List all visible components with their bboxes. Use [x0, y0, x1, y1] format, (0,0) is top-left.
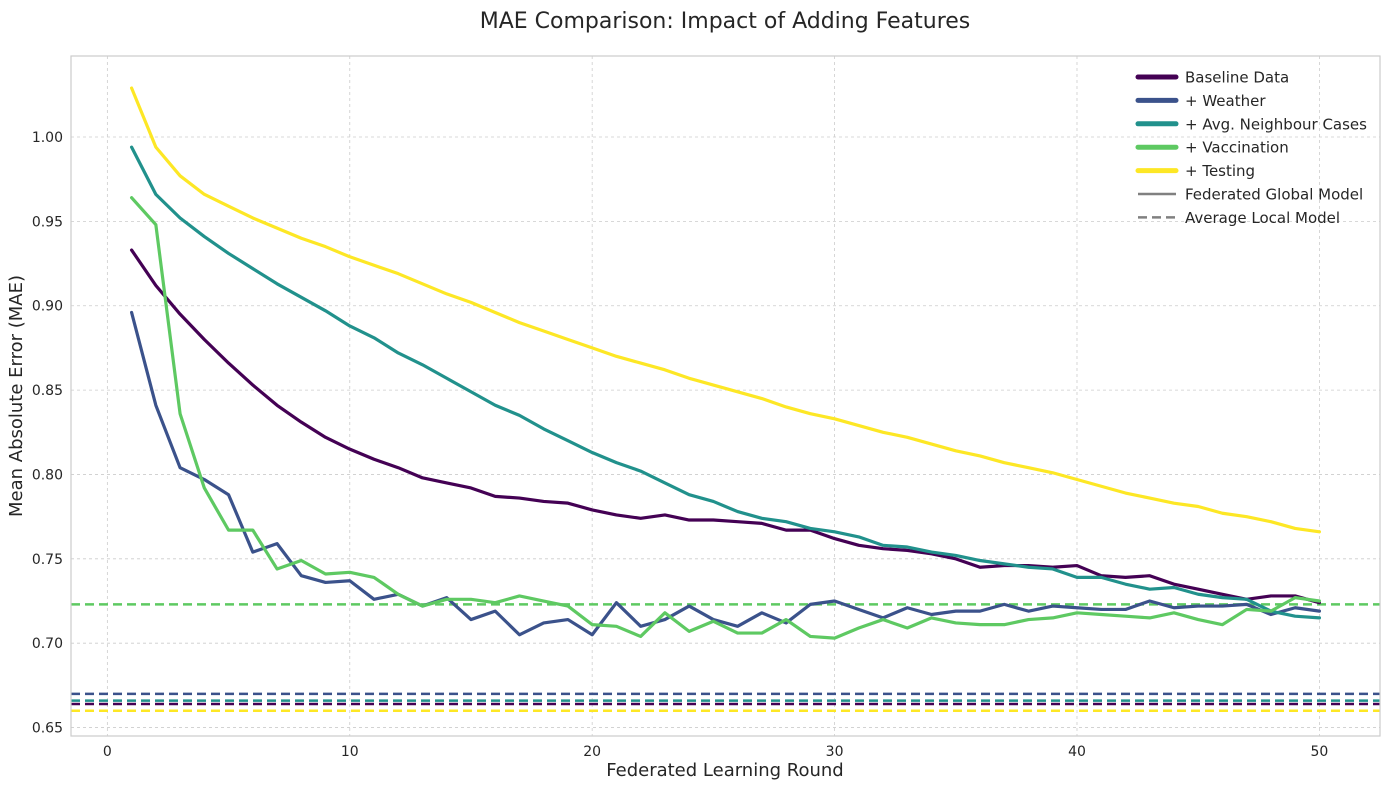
x-tick-label: 50: [1310, 744, 1328, 760]
legend-label-3: + Vaccination: [1185, 139, 1289, 157]
x-tick-label: 20: [583, 744, 601, 760]
x-tick-label: 10: [341, 744, 359, 760]
series-line-2: [130, 145, 1322, 620]
legend: Baseline Data + Weather + Avg. Neighbour C…: [1135, 69, 1367, 227]
chart-title: MAE Comparison: Impact of Adding Feature…: [480, 9, 971, 34]
y-tick-label: 0.95: [32, 214, 63, 230]
legend-style-label-1: Average Local Model: [1185, 209, 1340, 227]
series-line-1: [130, 310, 1322, 637]
y-axis-label: Mean Absolute Error (MAE): [6, 275, 27, 517]
series-layer: [130, 86, 1322, 640]
y-tick-label: 0.80: [32, 467, 63, 483]
y-tick-label: 0.70: [32, 636, 63, 652]
y-tick-label: 0.85: [32, 383, 63, 399]
x-axis-label: Federated Learning Round: [606, 760, 843, 781]
plot-frame: [70, 55, 1381, 737]
y-tick-label: 0.90: [32, 299, 63, 315]
legend-style-label-0: Federated Global Model: [1185, 186, 1363, 204]
grid-layer: [71, 56, 1380, 736]
legend-label-1: + Weather: [1185, 92, 1266, 110]
legend-label-0: Baseline Data: [1185, 69, 1289, 87]
y-tick-label: 0.65: [32, 721, 63, 737]
series-line-3: [130, 196, 1322, 640]
x-tick-label: 0: [103, 744, 112, 760]
series-line-4: [130, 86, 1322, 534]
y-tick-label: 1.00: [32, 130, 63, 146]
legend-label-2: + Avg. Neighbour Cases: [1185, 115, 1367, 133]
x-tick-label: 40: [1068, 744, 1086, 760]
baseline-layer: [71, 603, 1380, 712]
legend-label-4: + Testing: [1185, 162, 1255, 180]
tick-layer: 0 10 20 30 40 50 0.65 0.70 0.75 0.80 0.85 0.90 0.95 1…: [32, 130, 1328, 760]
series-line-0: [130, 248, 1322, 605]
x-tick-label: 30: [826, 744, 844, 760]
y-tick-label: 0.75: [32, 552, 63, 568]
